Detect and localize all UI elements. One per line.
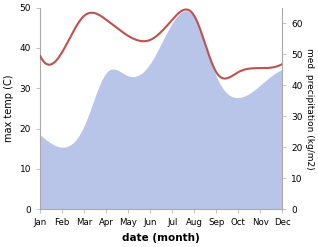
X-axis label: date (month): date (month) xyxy=(122,233,200,243)
Y-axis label: med. precipitation (kg/m2): med. precipitation (kg/m2) xyxy=(305,48,314,169)
Y-axis label: max temp (C): max temp (C) xyxy=(4,75,14,142)
